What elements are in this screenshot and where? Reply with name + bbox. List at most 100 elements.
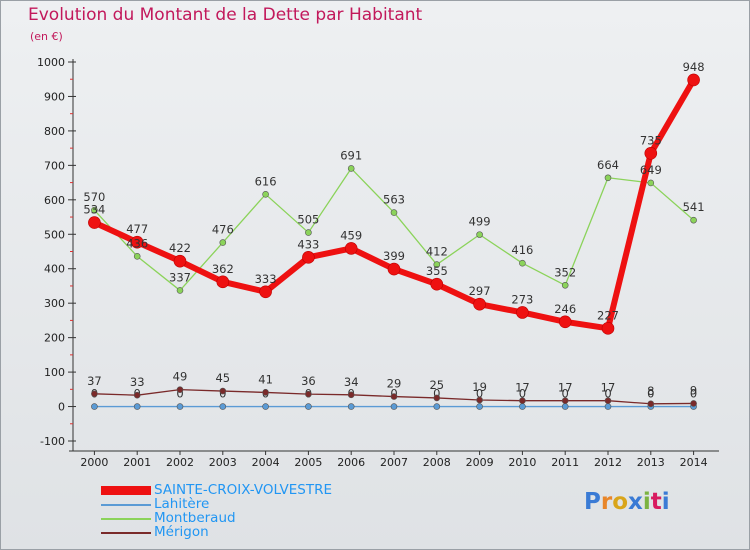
data-label: 948 — [683, 60, 705, 74]
logo-letter: P — [584, 489, 601, 515]
data-label: 355 — [426, 264, 448, 278]
logo-letter: r — [600, 489, 613, 515]
data-point — [476, 396, 483, 404]
data-label: 541 — [683, 200, 705, 214]
y-tick-label: 200 — [44, 332, 65, 345]
y-tick-label: 800 — [44, 125, 65, 138]
data-point — [305, 390, 312, 398]
x-tick-label: 2014 — [680, 456, 708, 469]
data-point — [519, 397, 526, 404]
data-label: 17 — [515, 381, 530, 395]
y-tick-label: 700 — [44, 159, 65, 172]
x-tick-label: 2009 — [466, 456, 494, 469]
data-label: 570 — [83, 190, 105, 204]
legend-label: Lahitère — [154, 496, 210, 512]
data-point — [561, 403, 569, 410]
data-label: 399 — [383, 249, 405, 263]
data-label: 0 — [690, 387, 697, 401]
data-point — [430, 277, 444, 291]
data-point — [176, 287, 184, 294]
data-point — [133, 391, 141, 399]
data-label: 0 — [519, 387, 526, 401]
data-point — [647, 179, 655, 187]
data-point — [88, 216, 101, 229]
data-label: 37 — [87, 374, 102, 388]
x-tick-label: 2008 — [423, 456, 451, 469]
data-label: 246 — [554, 302, 576, 316]
proxiti-logo: Proxiti — [584, 489, 670, 515]
data-point — [476, 403, 483, 410]
data-label: 34 — [344, 375, 359, 389]
y-tick-label: 0 — [58, 401, 65, 414]
data-point — [344, 242, 358, 255]
data-point — [604, 397, 612, 404]
data-label: 25 — [429, 378, 444, 392]
data-label: 41 — [258, 372, 273, 386]
legend-swatch — [101, 532, 151, 534]
data-point — [347, 403, 355, 410]
x-tick-label: 2002 — [166, 456, 194, 469]
y-tick-label: 500 — [44, 228, 65, 241]
data-point — [262, 389, 269, 396]
data-point — [133, 403, 141, 410]
data-label: 9 — [690, 383, 697, 397]
logo-letter: t — [650, 489, 662, 515]
data-label: 0 — [433, 387, 440, 401]
logo-letter: i — [642, 489, 651, 515]
data-label: 459 — [340, 228, 362, 242]
data-label: 433 — [297, 237, 319, 251]
data-point — [176, 403, 184, 410]
legend-swatch — [101, 518, 151, 520]
y-tick-label: 100 — [44, 366, 65, 379]
data-label: 664 — [597, 158, 619, 172]
data-label: 416 — [511, 243, 533, 257]
data-point — [219, 239, 227, 246]
x-tick-label: 2013 — [637, 456, 665, 469]
x-tick-label: 2010 — [508, 456, 536, 469]
data-point — [390, 403, 398, 410]
data-point — [390, 393, 398, 400]
x-tick-label: 2007 — [380, 456, 408, 469]
data-label: 19 — [472, 380, 487, 394]
data-label: 8 — [647, 384, 654, 398]
x-tick-label: 2006 — [337, 456, 365, 469]
data-point — [91, 390, 98, 398]
data-point — [133, 253, 141, 260]
data-label: 0 — [604, 387, 611, 401]
data-point — [647, 400, 655, 408]
data-label: 412 — [426, 245, 448, 259]
chart-title: Evolution du Montant de la Dette par Hab… — [28, 5, 423, 25]
x-tick-label: 2012 — [594, 456, 622, 469]
x-tick-label: 2005 — [294, 456, 322, 469]
data-point — [519, 259, 526, 267]
data-point — [473, 297, 486, 311]
logo-letter: x — [628, 489, 643, 515]
data-label: 273 — [511, 292, 533, 306]
data-label: 29 — [387, 377, 402, 391]
data-point — [347, 165, 355, 172]
x-tick-label: 2003 — [209, 456, 237, 469]
logo-letter: i — [661, 489, 670, 515]
data-label: 36 — [301, 374, 316, 388]
data-point — [644, 147, 658, 160]
data-point — [433, 261, 441, 268]
data-label: 534 — [83, 203, 105, 217]
data-point — [91, 403, 98, 410]
data-label: 0 — [476, 387, 483, 401]
data-label: 227 — [597, 308, 619, 322]
data-label: 17 — [601, 381, 616, 395]
data-label: 0 — [562, 387, 569, 401]
data-label: 45 — [215, 371, 230, 385]
data-label: 0 — [647, 387, 654, 401]
data-label: 422 — [169, 241, 191, 255]
data-point — [433, 394, 441, 402]
data-label: 337 — [169, 270, 191, 284]
data-point — [433, 403, 441, 410]
legend-swatch — [101, 486, 151, 495]
data-point — [519, 403, 526, 410]
data-label: 505 — [297, 213, 319, 227]
data-point — [561, 281, 569, 289]
data-label: 436 — [126, 236, 148, 250]
